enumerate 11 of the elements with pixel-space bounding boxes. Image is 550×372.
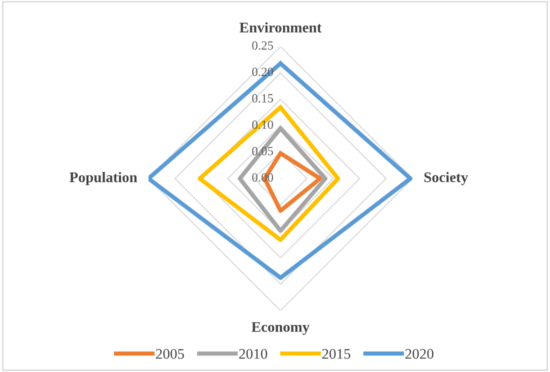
spoke-label: Economy [252, 322, 310, 335]
legend-label: 2015 [322, 348, 350, 359]
legend-label: 2020 [405, 348, 434, 359]
y-tick-label: 0.05 [252, 146, 274, 156]
spoke-label: Society [424, 172, 468, 186]
y-tick-label: 0.25 [252, 41, 274, 50]
spoke-label: Population [70, 172, 138, 186]
legend-label: 2010 [239, 348, 268, 359]
y-tick-label: 0.15 [252, 94, 274, 103]
legend-label: 2005 [156, 348, 184, 359]
spoke-label: Environment [240, 22, 322, 32]
